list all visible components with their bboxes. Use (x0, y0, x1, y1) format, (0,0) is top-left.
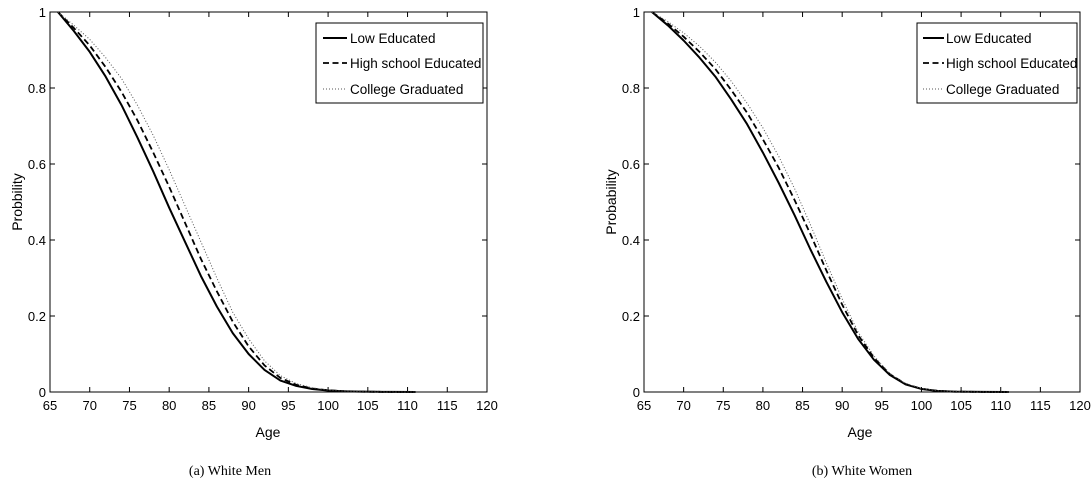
series-line-college-graduated (57, 11, 416, 393)
y-axis-label: Probability (603, 169, 619, 234)
x-tick-label: 100 (317, 398, 339, 413)
x-tick-label: 65 (637, 398, 651, 413)
legend-label-low-educated: Low Educated (946, 31, 1032, 46)
x-tick-label: 115 (1030, 398, 1051, 413)
x-tick-label: 95 (281, 398, 295, 413)
y-tick-label: 1 (633, 5, 640, 20)
chart-caption: (a) White Men (189, 464, 271, 479)
y-tick-label: 0 (633, 385, 640, 400)
x-tick-label: 115 (437, 398, 458, 413)
x-axis-label: Age (848, 424, 873, 440)
x-tick-label: 120 (1069, 398, 1091, 413)
x-axis-ticks: 65 70 75 80 85 90 95 100 105 110 115 120 (637, 12, 1091, 413)
legend-label-college-graduated: College Graduated (350, 82, 463, 97)
legend-label-low-educated: Low Educated (350, 31, 436, 46)
x-tick-label: 100 (911, 398, 933, 413)
x-tick-label: 95 (875, 398, 889, 413)
x-axis-label: Age (256, 424, 281, 440)
legend-label-college-graduated: College Graduated (946, 82, 1059, 97)
y-tick-label: 0 (39, 385, 46, 400)
x-tick-label: 105 (357, 398, 379, 413)
y-axis-ticks: 0 0.2 0.4 0.6 0.8 1 (622, 5, 1080, 400)
legend-label-high-school-educated: High school Educated (350, 56, 481, 71)
y-tick-label: 0.4 (622, 233, 640, 248)
x-tick-label: 90 (241, 398, 255, 413)
y-tick-label: 1 (39, 5, 46, 20)
y-tick-label: 0.8 (28, 81, 46, 96)
x-tick-label: 120 (476, 398, 498, 413)
legend: Low Educated High school Educated Colleg… (916, 22, 1078, 104)
y-tick-label: 0.4 (28, 233, 46, 248)
x-tick-label: 75 (122, 398, 136, 413)
x-tick-label: 110 (990, 398, 1011, 413)
x-tick-label: 80 (162, 398, 176, 413)
y-tick-label: 0.6 (622, 157, 640, 172)
series-line-low-educated (57, 11, 416, 393)
y-tick-label: 0.8 (622, 81, 640, 96)
chart-panel-white-men: 65 70 75 80 85 90 95 100 105 110 115 120 0 0.2 0.4 0.6… (9, 5, 498, 479)
x-tick-label: 85 (795, 398, 809, 413)
series-lines (57, 11, 416, 393)
x-axis-ticks: 65 70 75 80 85 90 95 100 105 110 115 120 (43, 12, 498, 413)
y-tick-label: 0.6 (28, 157, 46, 172)
y-tick-label: 0.2 (622, 309, 640, 324)
x-tick-label: 65 (43, 398, 57, 413)
y-axis-ticks: 0 0.2 0.4 0.6 0.8 1 (28, 5, 487, 400)
series-lines (651, 11, 1009, 393)
x-tick-label: 85 (202, 398, 216, 413)
x-tick-label: 110 (397, 398, 418, 413)
y-tick-label: 0.2 (28, 309, 46, 324)
series-line-high-school-educated (651, 11, 1009, 393)
chart-panel-white-women: 65 70 75 80 85 90 95 100 105 110 115 120 0 0.2 0.4 0.6… (603, 5, 1091, 479)
x-tick-label: 105 (950, 398, 972, 413)
x-tick-label: 80 (756, 398, 770, 413)
y-axis-label: Probbility (9, 173, 25, 231)
x-tick-label: 70 (82, 398, 96, 413)
chart-caption: (b) White Women (812, 464, 912, 479)
x-tick-label: 90 (835, 398, 849, 413)
x-tick-label: 75 (716, 398, 730, 413)
x-tick-label: 70 (676, 398, 690, 413)
legend: Low Educated High school Educated Colleg… (315, 22, 484, 104)
legend-label-high-school-educated: High school Educated (946, 56, 1077, 71)
